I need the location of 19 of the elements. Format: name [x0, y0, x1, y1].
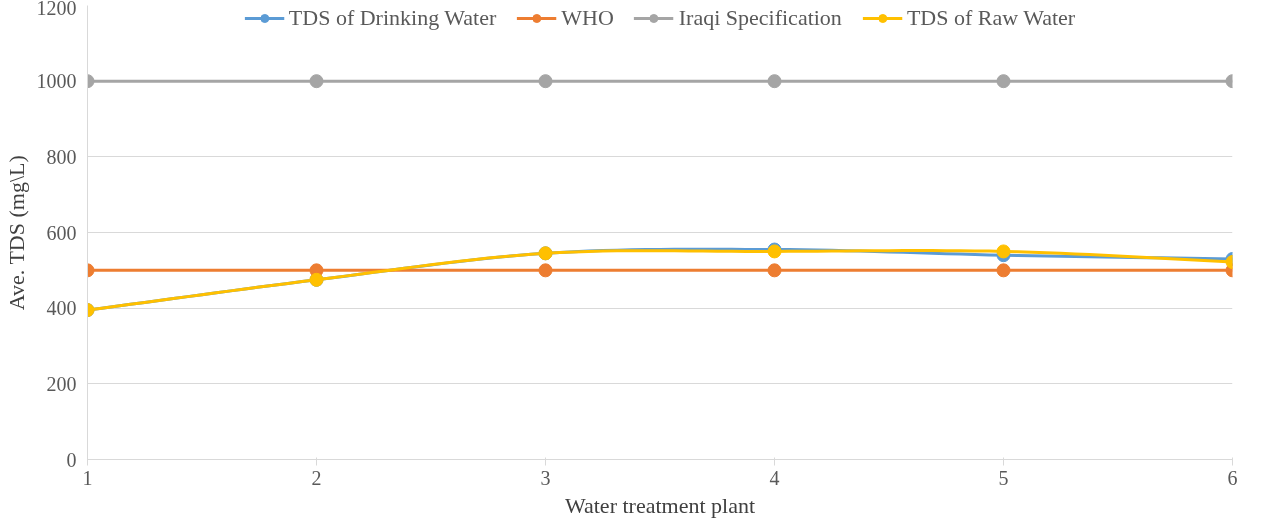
- x-tick-label: 3: [540, 466, 551, 489]
- y-tick-label: 200: [46, 372, 77, 395]
- x-axis-title: Water treatment plant: [564, 492, 756, 518]
- y-tick-label: 600: [46, 221, 77, 244]
- y-tick-label: 800: [46, 145, 77, 168]
- y-axis-title: Ave. TDS (mg\L): [3, 155, 29, 311]
- x-tick-label: 4: [769, 466, 780, 489]
- x-tick-label: 5: [998, 466, 1009, 489]
- legend-label: Iraqi Specification: [678, 5, 842, 31]
- x-tick-label: 6: [1227, 466, 1238, 489]
- y-tick-label: 1000: [36, 70, 77, 93]
- y-tick-label: 1200: [36, 0, 77, 19]
- x-tick-label: 2: [311, 466, 322, 489]
- x-tick-label: 1: [82, 466, 93, 489]
- y-tick-label: 0: [66, 448, 77, 471]
- y-tick-label: 400: [46, 297, 77, 320]
- legend-label: WHO: [561, 5, 614, 31]
- legend-label: TDS of Drinking Water: [288, 5, 497, 31]
- legend-label: TDS of Raw Water: [906, 5, 1076, 31]
